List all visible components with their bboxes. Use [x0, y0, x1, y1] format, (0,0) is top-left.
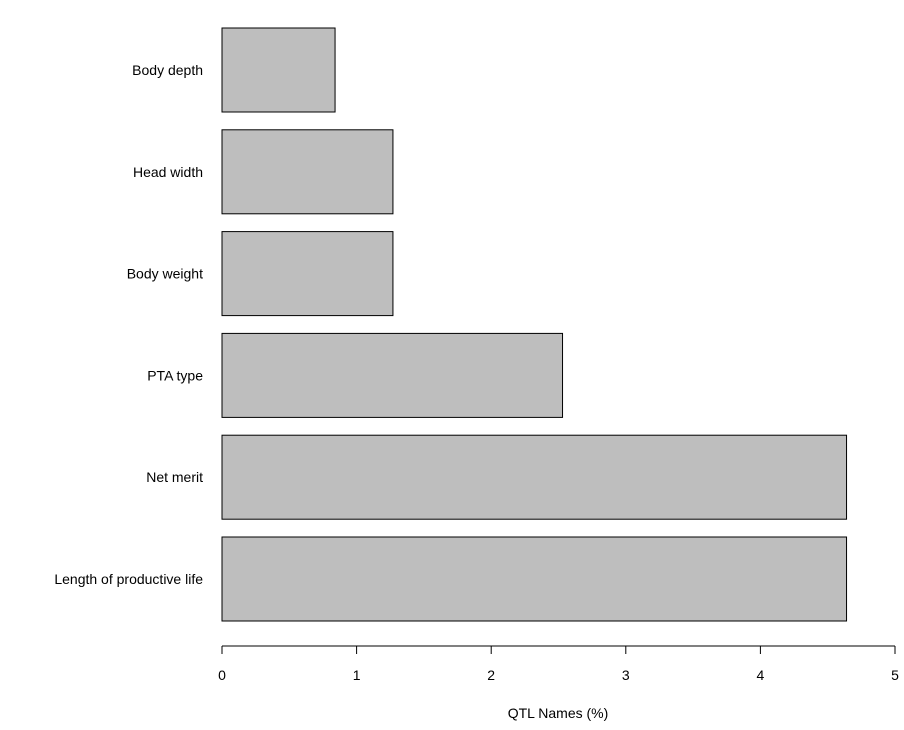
x-tick-label: 4: [757, 667, 765, 683]
category-label: PTA type: [147, 367, 203, 383]
bar: [221, 231, 394, 317]
x-tick-label: 3: [622, 667, 630, 683]
bar: [221, 129, 394, 215]
x-axis: 0 1 2 3 4 5: [218, 645, 899, 683]
x-tick-label: 5: [891, 667, 899, 683]
category-label: Body depth: [132, 62, 203, 78]
bar: [221, 332, 564, 418]
bar: [221, 536, 848, 622]
category-labels: Body depth Head width Body weight PTA type N…: [54, 62, 203, 587]
x-axis-title: QTL Names (%): [508, 705, 609, 721]
category-label: Body weight: [127, 266, 203, 282]
x-ticks: 0 1 2 3 4 5: [218, 646, 899, 683]
bar: [221, 434, 848, 520]
bar: [221, 27, 336, 113]
x-tick-label: 2: [487, 667, 495, 683]
category-label: Net merit: [146, 469, 203, 485]
x-tick-label: 1: [353, 667, 361, 683]
bars-group: [221, 27, 848, 622]
category-label: Head width: [133, 164, 203, 180]
x-tick-label: 0: [218, 667, 226, 683]
category-label: Length of productive life: [54, 571, 203, 587]
